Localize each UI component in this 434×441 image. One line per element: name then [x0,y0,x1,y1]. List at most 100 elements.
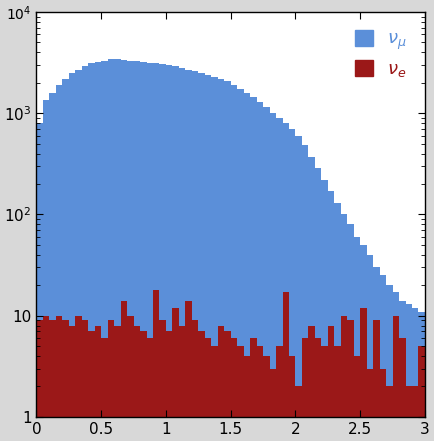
Bar [237,89,243,441]
Bar [192,320,198,441]
Bar [62,320,69,441]
Bar [76,70,82,441]
Bar [153,64,159,441]
Bar [76,316,82,441]
Bar [321,180,328,441]
Bar [302,146,309,441]
Bar [159,320,166,441]
Bar [192,71,198,441]
Bar [224,331,231,441]
Bar [114,325,121,441]
Bar [159,64,166,441]
Bar [140,62,147,441]
Bar [380,369,386,441]
Bar [302,338,309,441]
Bar [341,214,347,441]
Bar [205,75,211,441]
Bar [367,369,373,441]
Bar [36,123,43,441]
Bar [399,338,405,441]
Bar [166,331,172,441]
Bar [179,68,185,441]
Bar [360,245,367,441]
Bar [412,308,418,441]
Bar [380,276,386,441]
Bar [243,356,250,441]
Bar [276,346,283,441]
Bar [205,338,211,441]
Bar [309,325,315,441]
Bar [341,316,347,441]
Bar [134,325,140,441]
Bar [185,301,192,441]
Bar [289,356,296,441]
Bar [69,325,76,441]
Bar [231,85,237,441]
Bar [88,331,95,441]
Bar [36,320,43,441]
Bar [121,60,127,441]
Bar [347,224,354,441]
Bar [185,70,192,441]
Bar [134,61,140,441]
Bar [95,325,101,441]
Bar [283,123,289,441]
Bar [108,60,114,441]
Bar [43,316,49,441]
Bar [296,136,302,441]
Bar [198,73,205,441]
Bar [315,168,321,441]
Bar [256,102,263,441]
Bar [211,77,218,441]
Bar [56,85,62,441]
Bar [393,316,399,441]
Bar [88,64,95,441]
Bar [147,338,153,441]
Bar [263,107,270,441]
Bar [153,290,159,441]
Bar [347,320,354,441]
Bar [250,338,256,441]
Bar [62,78,69,441]
Bar [82,67,88,441]
Bar [231,338,237,441]
Bar [43,100,49,441]
Bar [334,203,341,441]
Bar [166,65,172,441]
Bar [263,356,270,441]
Bar [354,356,360,441]
Bar [373,320,380,441]
Bar [399,301,405,441]
Bar [69,73,76,441]
Bar [360,308,367,441]
Bar [127,316,134,441]
Bar [405,304,412,441]
Bar [418,311,425,441]
Bar [367,255,373,441]
Bar [328,191,334,441]
Bar [296,386,302,441]
Bar [386,386,393,441]
Bar [211,346,218,441]
Bar [172,308,179,441]
Bar [256,346,263,441]
Bar [147,63,153,441]
Bar [405,386,412,441]
Bar [56,316,62,441]
Bar [218,325,224,441]
Bar [49,93,56,441]
Bar [289,129,296,441]
Bar [270,369,276,441]
Bar [127,61,134,441]
Bar [121,301,127,441]
Bar [95,62,101,441]
Bar [140,331,147,441]
Bar [276,118,283,441]
Bar [82,320,88,441]
Bar [393,292,399,441]
Bar [224,81,231,441]
Bar [309,157,315,441]
Bar [237,346,243,441]
Bar [354,237,360,441]
Bar [270,113,276,441]
